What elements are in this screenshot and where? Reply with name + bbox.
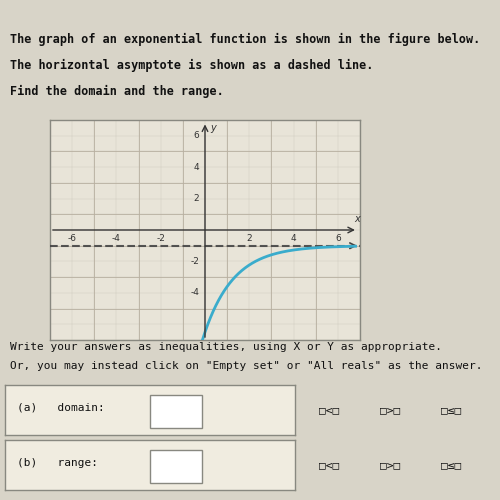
Text: 6: 6 (194, 131, 200, 140)
Text: (a)   domain:: (a) domain: (16, 402, 104, 412)
Text: □<□: □<□ (320, 405, 340, 415)
Text: x: x (354, 214, 360, 224)
Text: □≤□: □≤□ (442, 460, 462, 470)
Text: -4: -4 (112, 234, 121, 243)
Text: 2: 2 (194, 194, 200, 203)
Text: Write your answers as inequalities, using X or Y as appropriate.: Write your answers as inequalities, usin… (10, 342, 442, 352)
Text: -2: -2 (156, 234, 165, 243)
Text: -4: -4 (190, 288, 200, 298)
Text: Find the domain and the range.: Find the domain and the range. (10, 86, 224, 98)
FancyBboxPatch shape (150, 450, 202, 482)
Text: 4: 4 (194, 162, 200, 172)
Text: The graph of an exponential function is shown in the figure below.: The graph of an exponential function is … (10, 32, 480, 46)
Text: □>□: □>□ (380, 460, 400, 470)
Text: □<□: □<□ (320, 460, 340, 470)
Text: -6: -6 (68, 234, 76, 243)
Text: (b)   range:: (b) range: (16, 458, 98, 468)
Text: □>□: □>□ (380, 405, 400, 415)
Text: □≤□: □≤□ (442, 405, 462, 415)
Text: -2: -2 (190, 257, 200, 266)
FancyBboxPatch shape (150, 395, 202, 428)
Text: 4: 4 (291, 234, 296, 243)
Text: Or, you may instead click on "Empty set" or "All reals" as the answer.: Or, you may instead click on "Empty set"… (10, 361, 482, 371)
Text: 6: 6 (335, 234, 340, 243)
Text: y: y (210, 123, 216, 133)
Text: The horizontal asymptote is shown as a dashed line.: The horizontal asymptote is shown as a d… (10, 59, 374, 72)
Text: 2: 2 (246, 234, 252, 243)
